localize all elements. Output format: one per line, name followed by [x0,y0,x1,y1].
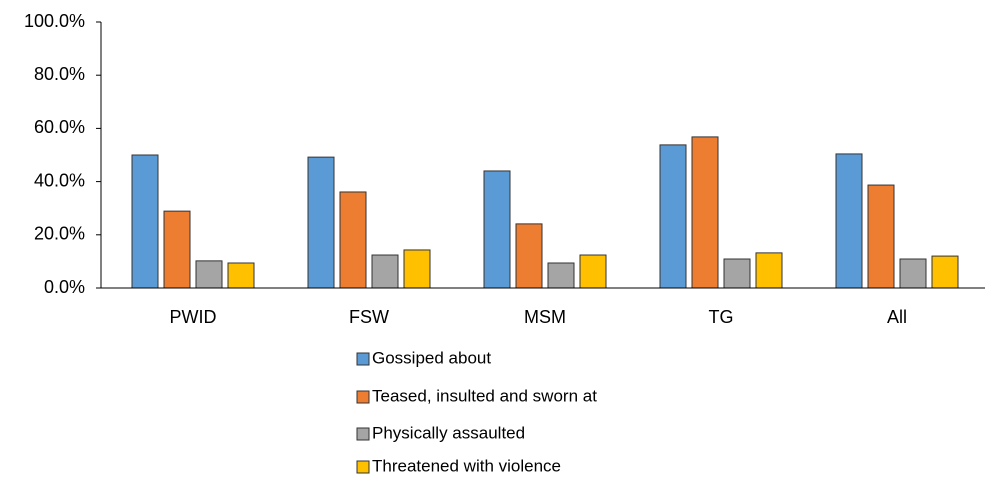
y-tick-label: 100.0% [24,11,85,31]
x-tick-label: FSW [349,307,389,327]
bar [163,210,191,289]
bar [723,258,751,289]
bar [931,255,959,289]
bar [579,254,607,289]
bar [899,258,927,289]
bar [131,154,159,289]
legend-label: Gossiped about [372,348,491,367]
bar [307,156,335,289]
bar [227,262,255,289]
bar [691,136,719,289]
y-tick-label: 60.0% [34,117,85,137]
legend-label: Physically assaulted [372,423,525,442]
bar [195,260,223,289]
y-tick-label: 40.0% [34,170,85,190]
x-tick-label: MSM [524,307,566,327]
bar [867,184,895,289]
bar [483,170,511,289]
legend-label: Threatened with violence [372,456,561,475]
legend-swatch [356,460,370,474]
y-tick-label: 80.0% [34,64,85,84]
bar [755,252,783,289]
bar [547,262,575,289]
bar [659,144,687,289]
bar [835,153,863,289]
legend-swatch [356,352,370,366]
x-tick-label: TG [709,307,734,327]
y-tick-label: 20.0% [34,224,85,244]
legend-label: Teased, insulted and sworn at [372,386,597,405]
x-tick-label: PWID [170,307,217,327]
y-tick-label: 0.0% [44,277,85,297]
x-tick-label: All [887,307,907,327]
bar [371,254,399,289]
bar [515,223,543,289]
legend-swatch [356,427,370,441]
bar [403,249,431,289]
bar [339,191,367,289]
legend-swatch [356,390,370,404]
